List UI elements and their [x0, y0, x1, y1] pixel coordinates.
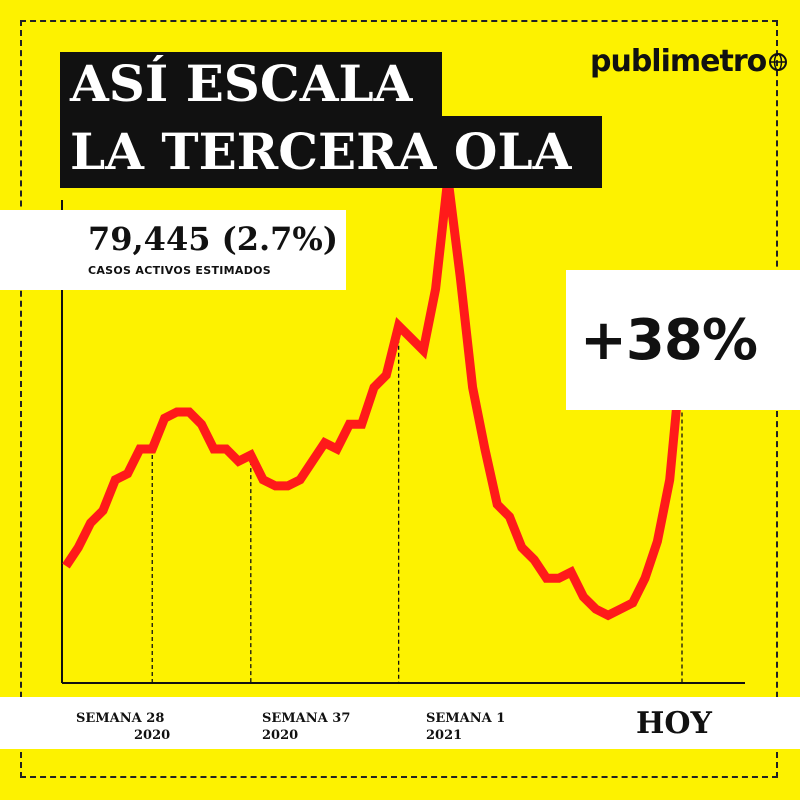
x-label-semana-37: SEMANA 37 2020: [262, 710, 350, 744]
change-percent: +38%: [580, 308, 758, 373]
x-label-today: HOY: [636, 706, 712, 741]
x-label-year: 2021: [426, 728, 463, 743]
active-cases-label: CASOS ACTIVOS ESTIMADOS: [88, 264, 272, 277]
x-label-year: 2020: [262, 728, 299, 743]
x-label-week: SEMANA 37: [262, 711, 351, 726]
title-line-1: ASÍ ESCALA: [60, 52, 442, 116]
x-label-week: SEMANA 28: [76, 711, 165, 726]
globe-icon: [769, 52, 788, 71]
title-line-2: LA TERCERA OLA: [60, 116, 602, 188]
logo-text: publimetro: [590, 44, 767, 79]
series-line: [62, 177, 687, 621]
active-cases-value: 79,445 (2.7%): [88, 220, 338, 258]
x-label-semana-28: SEMANA 28 2020: [76, 710, 170, 744]
x-axis-label-band: [0, 697, 800, 749]
publimetro-logo: publimetro: [590, 44, 788, 79]
stat-box: [0, 210, 346, 290]
change-box: [566, 270, 800, 410]
x-label-week: SEMANA 1: [426, 711, 506, 726]
x-label-year: 2020: [134, 728, 171, 743]
x-label-semana-1: SEMANA 1 2021: [426, 710, 505, 744]
